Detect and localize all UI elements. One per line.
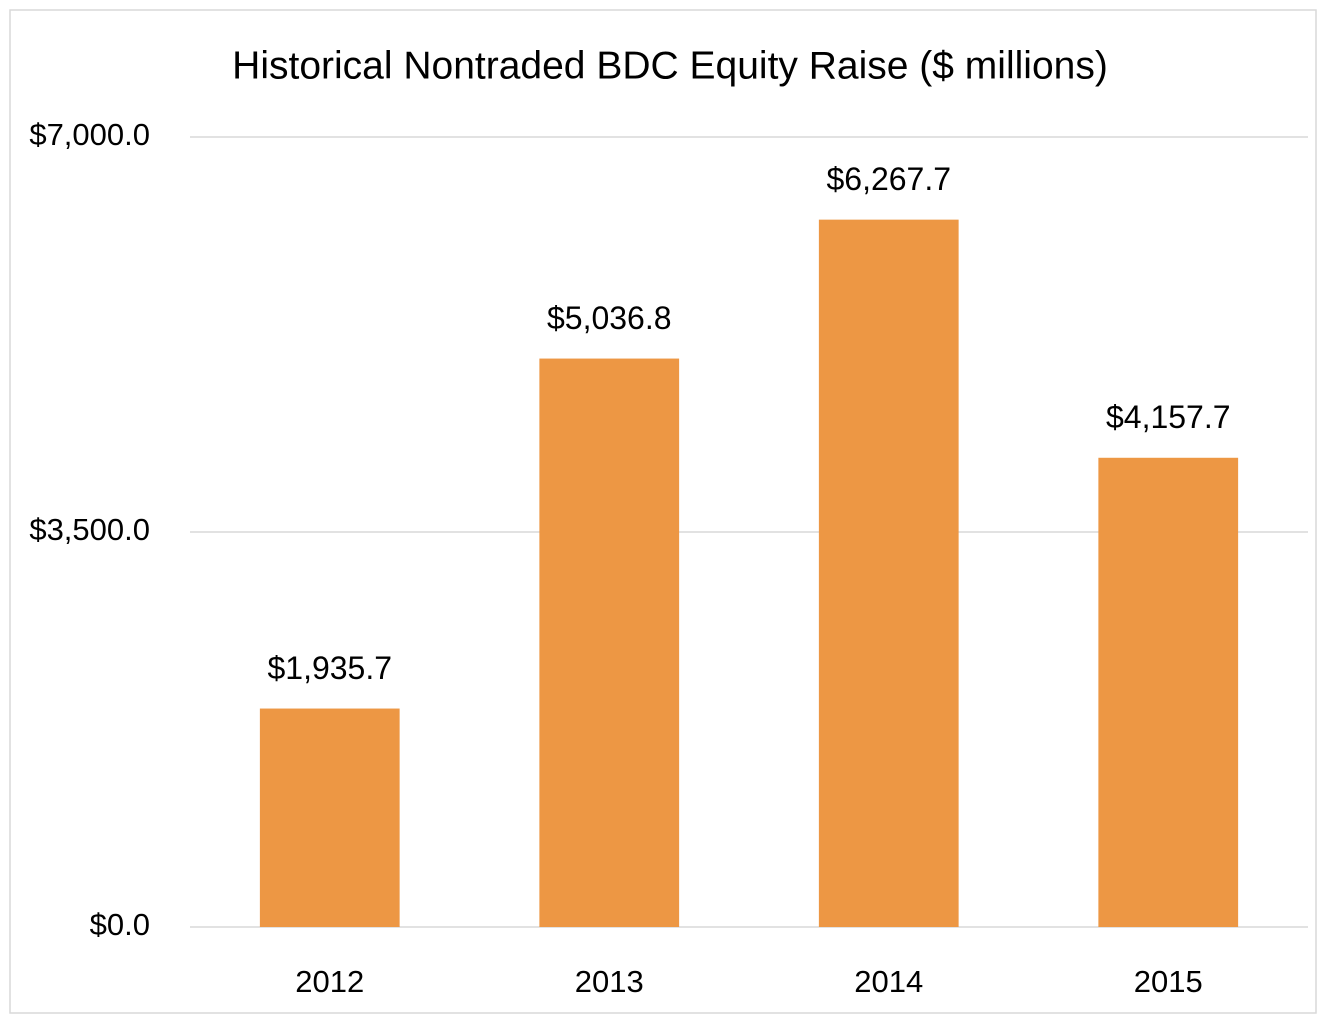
x-tick-label: 2012	[295, 964, 364, 999]
data-label: $4,157.7	[1106, 399, 1231, 435]
bar	[818, 219, 959, 928]
data-label: $6,267.7	[826, 161, 951, 197]
chart-title: Historical Nontraded BDC Equity Raise ($…	[232, 44, 1108, 87]
y-tick-label: $0.0	[90, 907, 150, 942]
bar	[1098, 457, 1239, 927]
y-tick-label: $7,000.0	[29, 117, 150, 152]
bar	[259, 708, 400, 927]
chart-frame	[9, 9, 1317, 1014]
data-label: $1,935.7	[267, 650, 392, 686]
y-tick-label: $3,500.0	[29, 512, 150, 547]
data-label: $5,036.8	[547, 300, 672, 336]
bar	[539, 358, 680, 927]
x-tick-label: 2014	[854, 964, 923, 999]
x-tick-label: 2015	[1134, 964, 1203, 999]
x-tick-label: 2013	[575, 964, 644, 999]
